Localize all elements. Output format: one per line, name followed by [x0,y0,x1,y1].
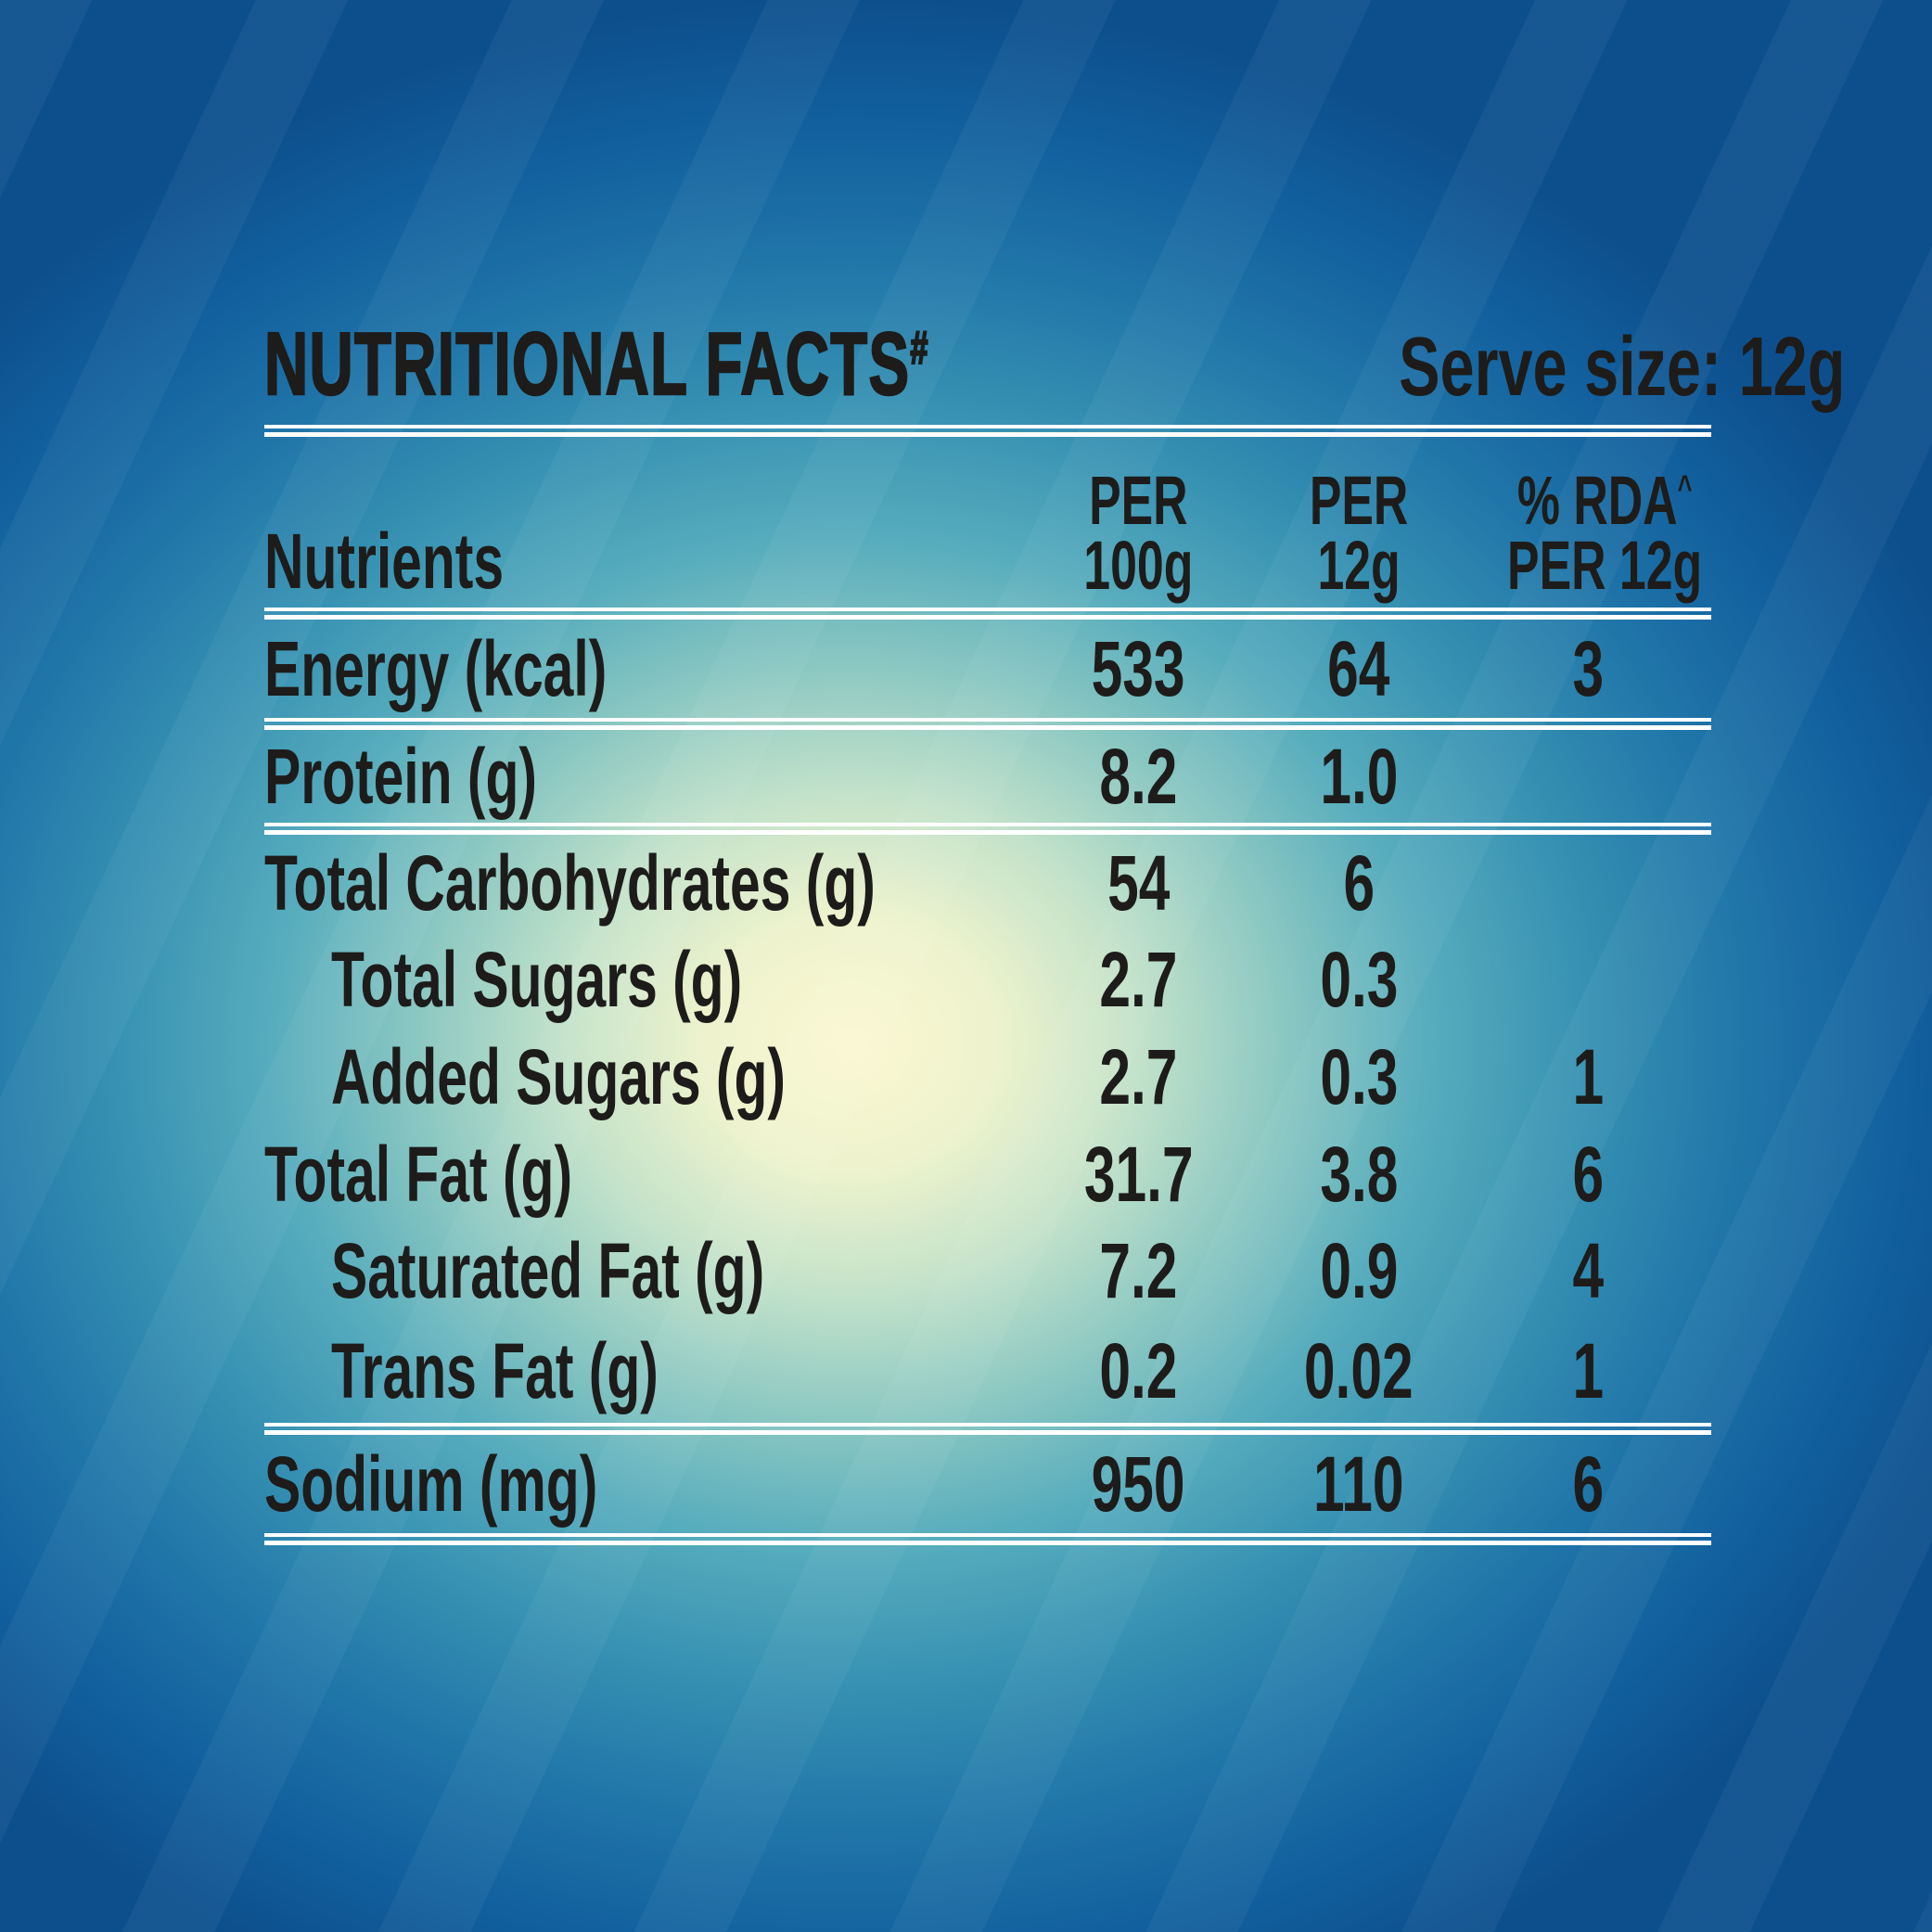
value-per-12g: 0.9 [1319,1227,1399,1314]
table-row-saturated-fat: Saturated Fat (g) 7.2 0.9 4 [264,1222,1711,1319]
nutrient-label: Saturated Fat (g) [331,1227,765,1314]
table-row-total-carbohydrates: Total Carbohydrates (g) 54 6 [264,835,1711,931]
value-rda-pct: 4 [1572,1227,1605,1314]
value-per-100g: 8.2 [1099,733,1178,820]
title-footnote-marker: # [910,322,929,374]
nutrient-label-cell: Total Sugars (g) [264,940,1025,1018]
table-row-protein: Protein (g) 8.2 1.0 [264,730,1711,823]
page-title: NUTRITIONAL FACTS# [263,313,1242,416]
nutrient-label-cell: Energy (kcal) [264,630,1025,708]
value-rda-pct: 1 [1572,1327,1605,1414]
separator-line [264,718,1711,730]
value-rda-pct [1465,940,1711,1018]
table-row-added-sugars: Added Sugars (g) 2.7 0.3 1 [264,1028,1711,1126]
header-nutrients: Nutrients [264,518,505,605]
table-row-total-fat: Total Fat (g) 31.7 3.8 6 [264,1126,1711,1222]
header-rda: % RDA^ PER 12g [1507,461,1703,604]
value-rda-pct: 1 [1572,1033,1605,1120]
nutrient-label: Energy (kcal) [264,625,608,712]
value-per-12g: 6 [1343,839,1375,927]
value-per-100g: 950 [1092,1440,1185,1528]
nutrient-label: Protein (g) [264,733,537,820]
nutrient-label: Total Sugars (g) [331,936,743,1023]
table-row-sodium: Sodium (mg) 950 110 6 [264,1435,1711,1533]
table-header-row: Nutrients PER 100g PER 12g % RDA^ PER 12… [264,437,1711,608]
value-per-100g: 31.7 [1083,1131,1194,1218]
nutrient-label-cell: Sodium (mg) [264,1445,1025,1523]
nutrient-label-cell: Protein (g) [264,737,1025,815]
value-rda-pct [1465,737,1711,815]
title-row: NUTRITIONAL FACTS# Serve size: 12g [263,313,1845,416]
value-per-100g: 7.2 [1099,1227,1178,1314]
nutrient-label-cell: Added Sugars (g) [264,1038,1025,1116]
separator-line [264,823,1711,835]
value-rda-pct: 6 [1572,1131,1605,1218]
nutrient-label-cell: Total Carbohydrates (g) [264,844,1025,922]
value-rda-pct [1465,844,1711,922]
value-per-12g: 64 [1327,625,1390,712]
nutrient-label: Sodium (mg) [264,1440,598,1528]
value-rda-pct: 6 [1572,1440,1605,1528]
table-row-trans-fat: Trans Fat (g) 0.2 0.02 1 [264,1319,1711,1423]
serve-size-text: Serve size: 12g [1399,321,1846,414]
value-per-12g: 0.3 [1319,936,1399,1023]
table-row-total-sugars: Total Sugars (g) 2.7 0.3 [264,931,1711,1028]
value-per-12g: 0.02 [1304,1327,1414,1414]
nutrient-label: Trans Fat (g) [331,1327,659,1414]
nutrient-label: Added Sugars (g) [331,1033,787,1120]
header-per-12g: PER 12g [1309,461,1409,604]
nutrient-label: Total Carbohydrates (g) [264,839,876,927]
separator-line [264,608,1711,620]
nutrition-facts-panel: NUTRITIONAL FACTS# Serve size: 12g Nutri… [263,313,1845,1545]
value-rda-pct: 3 [1572,625,1605,712]
separator-line [264,1533,1711,1545]
value-per-100g: 0.2 [1099,1327,1178,1414]
value-per-100g: 2.7 [1099,1033,1178,1120]
value-per-100g: 2.7 [1099,936,1178,1023]
separator-line [264,425,1711,437]
serve-size: Serve size: 12g [1242,320,1845,416]
nutrient-label-cell: Saturated Fat (g) [264,1232,1025,1310]
table-row-energy: Energy (kcal) 533 64 3 [264,620,1711,718]
nutrient-label-cell: Trans Fat (g) [264,1332,1025,1410]
rda-footnote-marker: ^ [1677,468,1693,509]
value-per-12g: 3.8 [1319,1131,1399,1218]
nutrient-label-cell: Total Fat (g) [264,1135,1025,1213]
separator-line [264,1423,1711,1435]
header-per-100g: PER 100g [1083,461,1194,604]
value-per-100g: 54 [1107,839,1171,927]
title-text: NUTRITIONAL FACTS [263,313,911,416]
value-per-12g: 0.3 [1319,1033,1399,1120]
value-per-100g: 533 [1092,625,1185,712]
nutrient-label: Total Fat (g) [264,1131,573,1218]
value-per-12g: 110 [1313,1440,1404,1528]
value-per-12g: 1.0 [1319,733,1399,820]
